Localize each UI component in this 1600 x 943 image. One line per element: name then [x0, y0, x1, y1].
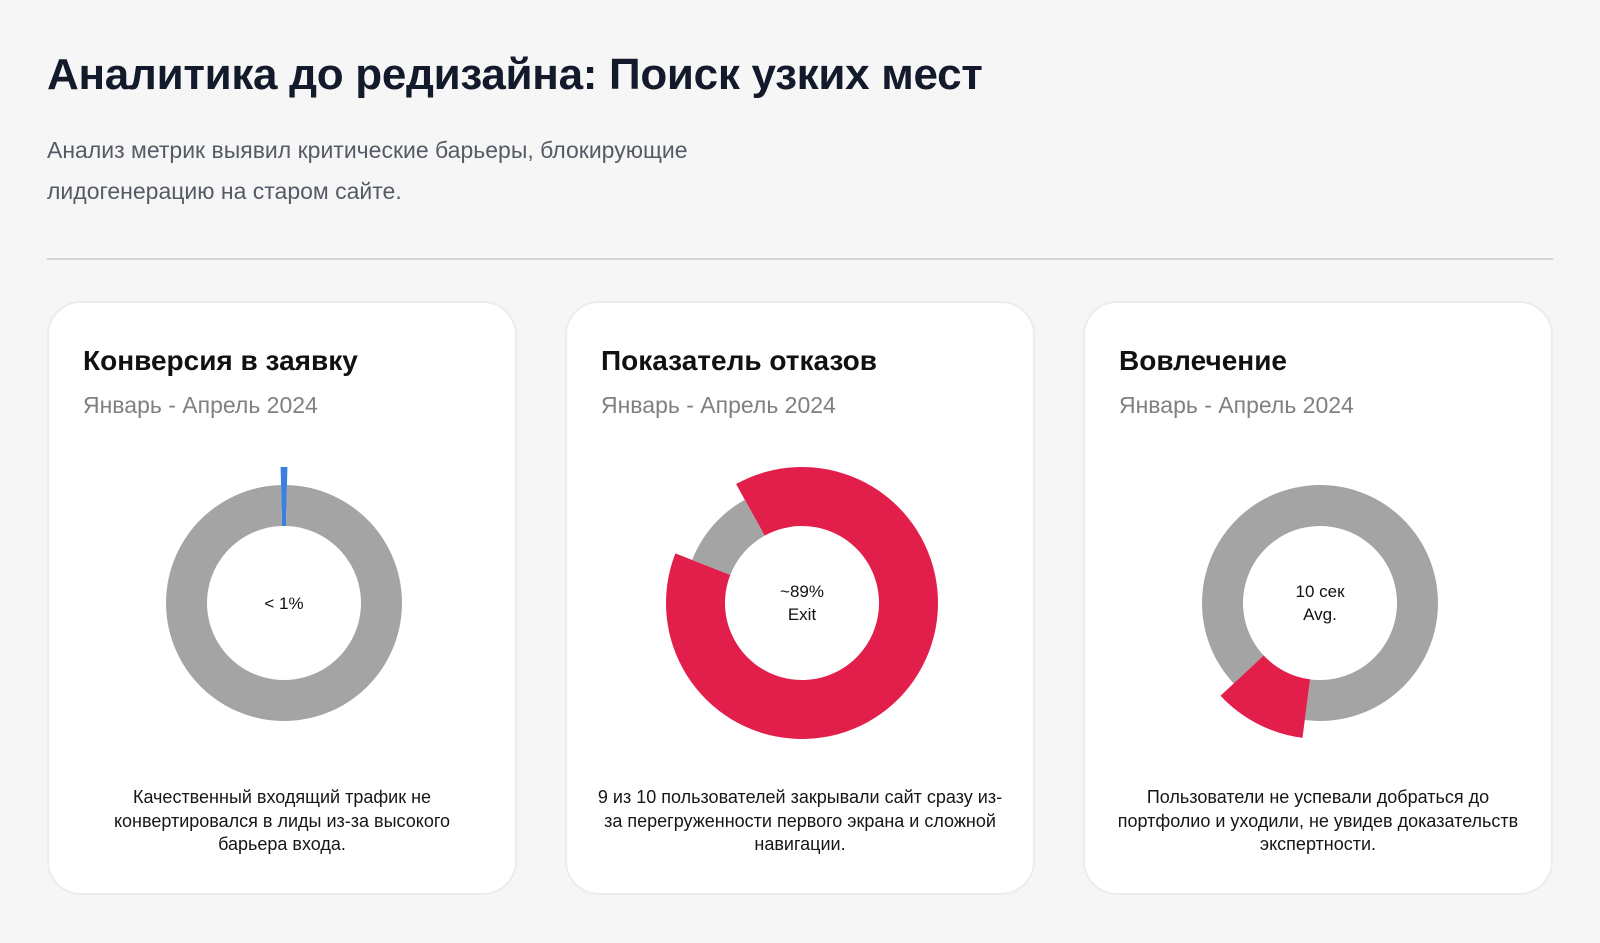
center-label-line: Avg. — [1303, 605, 1337, 624]
donut-chart-engagement — [1201, 485, 1438, 738]
donut-slice-highlight-1 — [1220, 655, 1311, 738]
donut-slice-1 — [166, 485, 402, 722]
center-label-line: 10 сек — [1295, 582, 1345, 601]
center-label-line: < 1% — [264, 593, 304, 613]
donut-slice-1 — [692, 499, 765, 575]
donut-chart-conversion — [166, 466, 402, 722]
metric-card-bounce-rate: Показатель отказов Январь - Апрель 2024 … — [565, 301, 1035, 895]
card-period: Январь - Апрель 2024 — [601, 392, 836, 418]
donut-chart-wrap: ~89% Exit — [567, 453, 1037, 753]
metric-card-conversion: Конверсия в заявку Январь - Апрель 2024 … — [47, 301, 517, 895]
donut-chart-wrap: < 1% — [49, 453, 519, 753]
card-period: Январь - Апрель 2024 — [83, 392, 318, 418]
page-title: Аналитика до редизайна: Поиск узких мест — [47, 50, 983, 99]
donut-center-label: ~89% Exit — [702, 553, 902, 653]
card-description: Пользователи не успевали добраться до по… — [1117, 787, 1519, 854]
donut-slice-0 — [1201, 485, 1438, 722]
donut-slice-highlight-0 — [280, 466, 288, 527]
card-title: Показатель отказов — [601, 345, 877, 376]
metric-cards: Конверсия в заявку Январь - Апрель 2024 … — [47, 301, 1553, 895]
page-subtitle: Анализ метрик выявил критические барьеры… — [47, 137, 688, 204]
card-description: 9 из 10 пользователей закрывали сайт сра… — [597, 787, 1003, 854]
card-title: Конверсия в заявку — [83, 345, 358, 376]
card-period: Январь - Апрель 2024 — [1119, 392, 1354, 418]
donut-center-label: < 1% — [184, 553, 384, 653]
donut-slice-highlight-0 — [666, 466, 939, 739]
header-divider — [47, 258, 1553, 260]
donut-chart-bounce-rate — [666, 466, 939, 739]
donut-chart-wrap: 10 сек Avg. — [1085, 453, 1555, 753]
metric-card-engagement: Вовлечение Январь - Апрель 2024 10 сек A… — [1083, 301, 1553, 895]
donut-center-label: 10 сек Avg. — [1220, 553, 1420, 653]
card-title: Вовлечение — [1119, 345, 1287, 376]
center-label-line: Exit — [787, 605, 817, 624]
center-label-line: ~89% — [780, 582, 824, 601]
card-description: Качественный входящий трафик не конверти… — [113, 787, 451, 854]
